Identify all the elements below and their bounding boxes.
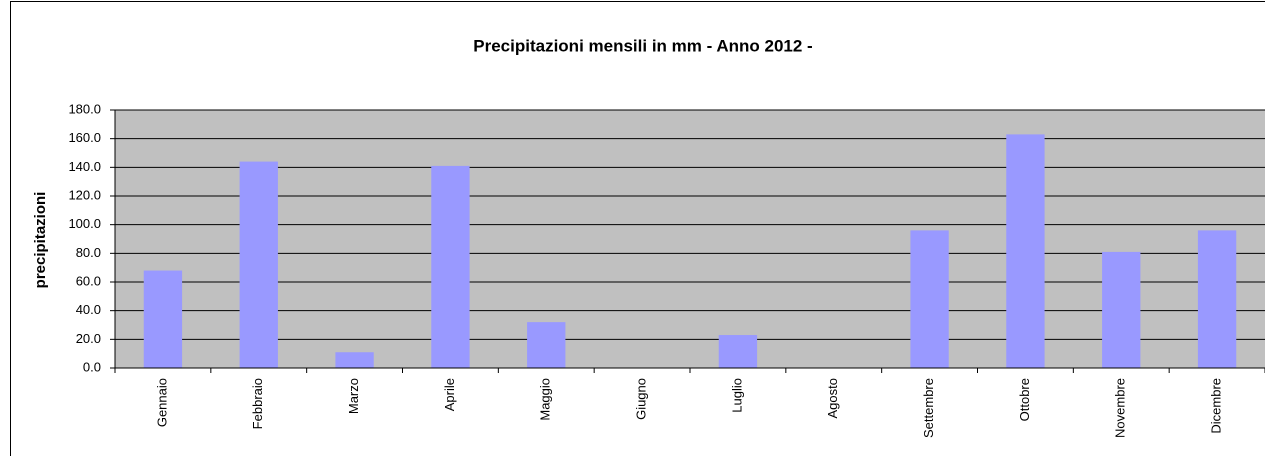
bar xyxy=(143,270,183,368)
y-tick-label: 140.0 xyxy=(68,159,101,174)
x-tick-label: Maggio xyxy=(538,378,553,421)
y-tick-label: 0.0 xyxy=(83,359,101,374)
y-tick-label: 20.0 xyxy=(76,331,101,346)
x-tick-label: Febbraio xyxy=(250,378,265,429)
bar xyxy=(910,230,949,368)
x-tick-label: Dicembre xyxy=(1209,378,1224,434)
x-tick-label: Novembre xyxy=(1113,378,1128,438)
y-tick-label: 120.0 xyxy=(68,187,101,202)
bar xyxy=(431,165,470,368)
x-tick-label: Settembre xyxy=(921,378,936,438)
x-tick-label: Aprile xyxy=(442,378,457,411)
bar xyxy=(1197,230,1237,368)
bar xyxy=(1006,134,1045,368)
chart-title: Precipitazioni mensili in mm - Anno 2012… xyxy=(473,36,812,55)
bar xyxy=(1102,251,1141,368)
bar xyxy=(239,161,278,368)
y-axis-label: precipitazioni xyxy=(32,192,49,289)
y-tick-label: 40.0 xyxy=(76,302,101,317)
y-tick-label: 80.0 xyxy=(76,245,101,260)
y-tick-label: 160.0 xyxy=(68,130,101,145)
x-tick-label: Gennaio xyxy=(154,378,169,427)
bar xyxy=(527,322,566,368)
y-tick-label: 60.0 xyxy=(76,273,101,288)
y-tick-label: 180.0 xyxy=(68,101,101,116)
bar xyxy=(335,352,374,368)
x-tick-label: Ottobre xyxy=(1017,378,1032,421)
bar xyxy=(718,335,758,368)
x-tick-label: Agosto xyxy=(825,378,840,418)
x-tick-label: Luglio xyxy=(729,378,744,413)
y-tick-label: 100.0 xyxy=(68,216,101,231)
plot-area xyxy=(115,110,1265,368)
x-tick-label: Marzo xyxy=(346,378,361,414)
x-tick-label: Giugno xyxy=(634,378,649,420)
